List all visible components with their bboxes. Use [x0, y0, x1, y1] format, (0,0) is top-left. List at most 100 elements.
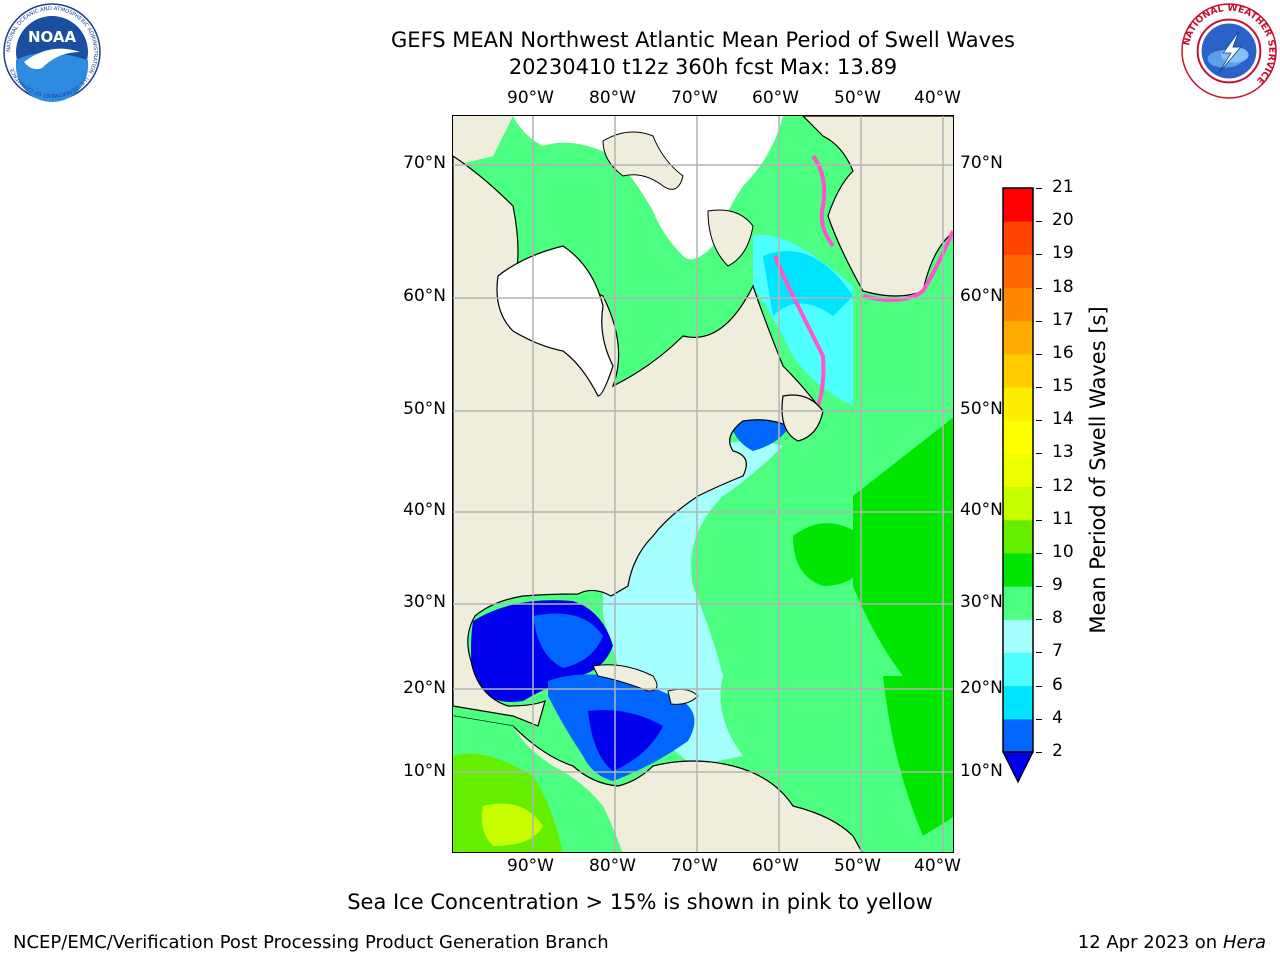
colorbar: [1002, 187, 1034, 784]
chart-title: GEFS MEAN Northwest Atlantic Mean Period…: [391, 28, 1015, 52]
colorbar-tick-label: 20: [1052, 210, 1074, 231]
colorbar-segment: [1003, 718, 1033, 753]
colorbar-segment: [1003, 320, 1033, 355]
lon-label-top: 90°W: [507, 88, 554, 108]
colorbar-tick-label: 8: [1052, 608, 1063, 629]
lat-label-left: 40°N: [403, 500, 446, 520]
colorbar-segment: [1003, 453, 1033, 488]
map-panel: [452, 115, 954, 853]
colorbar-segment: [1003, 221, 1033, 255]
colorbar-tick-label: 9: [1052, 575, 1063, 596]
lon-label-bottom: 80°W: [589, 856, 636, 876]
colorbar-tick-label: 13: [1052, 442, 1074, 463]
colorbar-segment: [1003, 387, 1033, 421]
lat-label-right: 30°N: [960, 592, 1003, 612]
colorbar-title: Mean Period of Swell Waves [s]: [1086, 306, 1110, 634]
swell-period-10-11-patches: [793, 417, 953, 836]
colorbar-segment: [1003, 287, 1033, 322]
colorbar-segment: [1003, 619, 1033, 653]
lon-label-bottom: 90°W: [507, 856, 554, 876]
lon-label-top: 40°W: [914, 88, 961, 108]
colorbar-tick: [1036, 287, 1042, 289]
colorbar-tick-label: 15: [1052, 376, 1074, 397]
colorbar-segment: [1003, 652, 1033, 687]
nws-logo: NATIONAL WEATHER SERVICE: [1181, 3, 1277, 99]
colorbar-tick: [1036, 188, 1042, 189]
lat-label-left: 60°N: [403, 286, 446, 306]
colorbar-tick: [1036, 519, 1042, 521]
colorbar-tick-label: 18: [1052, 276, 1074, 297]
hudson-bay-ice: [496, 245, 614, 397]
colorbar-segment: [1003, 552, 1033, 587]
lat-label-left: 30°N: [403, 592, 446, 612]
lat-label-right: 70°N: [960, 153, 1003, 173]
colorbar-tick: [1036, 685, 1042, 687]
lon-label-top: 60°W: [752, 88, 799, 108]
sea-ice-edge-labrador: [773, 255, 826, 407]
colorbar-tick-label: 10: [1052, 541, 1074, 562]
colorbar-segment: [1003, 519, 1033, 554]
colorbar-tick: [1036, 254, 1042, 256]
colorbar-tick-label: 14: [1052, 409, 1074, 430]
colorbar-tick: [1036, 221, 1042, 223]
colorbar-tick: [1036, 420, 1042, 422]
colorbar-tick-label: 19: [1052, 243, 1074, 264]
colorbar-segment: [1003, 586, 1033, 620]
footer-date-text: 12 Apr 2023 on: [1077, 932, 1223, 953]
map-svg: [453, 116, 953, 852]
lat-label-left: 10°N: [403, 761, 446, 781]
lon-label-bottom: 60°W: [752, 856, 799, 876]
lat-label-right: 60°N: [960, 286, 1003, 306]
colorbar-tick: [1036, 453, 1042, 455]
colorbar-tick: [1036, 652, 1042, 654]
colorbar-tick: [1036, 320, 1042, 322]
noaa-logo: NOAA NATIONAL OCEANIC AND ATMOSPHERIC AD…: [3, 3, 101, 102]
colorbar-tick: [1036, 752, 1042, 753]
lon-label-top: 50°W: [834, 88, 881, 108]
colorbar-tick: [1036, 486, 1042, 488]
colorbar-tick-label: 6: [1052, 674, 1063, 695]
lon-label-top: 80°W: [589, 88, 636, 108]
land-cuba: [592, 664, 658, 692]
colorbar-segment: [1003, 254, 1033, 289]
colorbar-tick-label: 17: [1052, 309, 1074, 330]
colorbar-tick-label: 7: [1052, 641, 1063, 662]
colorbar-tick: [1036, 619, 1042, 621]
lat-label-right: 50°N: [960, 399, 1003, 419]
lat-label-left: 20°N: [403, 678, 446, 698]
lon-label-top: 70°W: [671, 88, 718, 108]
chart-subtitle: 20230410 t12z 360h fcst Max: 13.89: [508, 55, 898, 79]
colorbar-segment: [1003, 353, 1033, 388]
lat-label-right: 10°N: [960, 761, 1003, 781]
sea-ice-note: Sea Ice Concentration > 15% is shown in …: [347, 890, 933, 914]
footer-machine: Hera: [1222, 932, 1266, 953]
lon-label-bottom: 50°W: [834, 856, 881, 876]
graticule: [453, 116, 953, 852]
colorbar-tick-label: 2: [1052, 741, 1063, 761]
colorbar-tick-label: 11: [1052, 508, 1074, 529]
sea-ice-edge-greenland: [862, 230, 953, 302]
colorbar-tick: [1036, 586, 1042, 588]
colorbar-tick-label: 21: [1052, 177, 1074, 197]
colorbar-tick: [1036, 552, 1042, 554]
footer-date: 12 Apr 2023 on Hera: [1078, 932, 1266, 953]
colorbar-tick: [1036, 387, 1042, 389]
colorbar-tick-label: 12: [1052, 475, 1074, 496]
colorbar-tick-label: 4: [1052, 707, 1063, 728]
lon-label-bottom: 40°W: [914, 856, 961, 876]
colorbar-segment: [1003, 420, 1033, 454]
land-greenland: [802, 116, 953, 297]
colorbar-segment: [1003, 188, 1033, 222]
lat-label-left: 70°N: [403, 153, 446, 173]
sea-ice-edge-baffin: [811, 154, 835, 248]
colorbar-tick: [1036, 353, 1042, 355]
colorbar-tick: [1036, 718, 1042, 720]
footer-credit: NCEP/EMC/Verification Post Processing Pr…: [13, 932, 609, 953]
noaa-logo-text: NOAA: [28, 28, 77, 46]
colorbar-tick-label: 16: [1052, 342, 1074, 363]
lon-label-bottom: 70°W: [671, 856, 718, 876]
land-newfoundland: [781, 394, 824, 442]
colorbar-segment: [1003, 486, 1033, 521]
colorbar-segment: [1003, 685, 1033, 720]
land-greenland-west: [453, 116, 513, 166]
